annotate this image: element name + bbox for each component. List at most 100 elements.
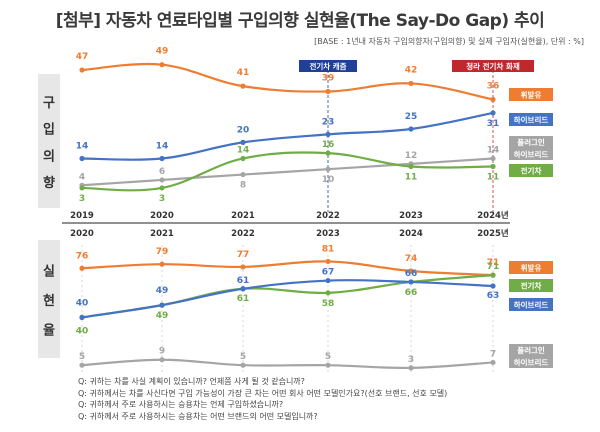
data-point [490, 283, 496, 289]
data-label: 10 [322, 175, 335, 185]
x-tick-label: 2023 [316, 229, 340, 239]
data-point [408, 268, 414, 274]
x-tick-label: 2024 [399, 229, 423, 239]
data-label: 11 [487, 173, 500, 183]
annotation-label: 전기차 캐즘 [309, 61, 346, 71]
data-point [159, 261, 165, 267]
data-point [240, 155, 246, 162]
data-point [408, 80, 414, 87]
data-label: 77 [237, 250, 250, 260]
legend-label: 휘발유 [521, 263, 542, 273]
data-point [79, 362, 85, 368]
data-label: 16 [322, 140, 335, 150]
section-label-box [38, 240, 60, 358]
data-point [159, 185, 165, 191]
annotation-box [452, 60, 534, 72]
data-label: 5 [240, 352, 246, 362]
x-tick-label: 2023 [399, 211, 423, 221]
data-point [79, 185, 85, 191]
data-label: 81 [322, 244, 335, 254]
survey-questions: Q: 귀하는 차를 사실 계획이 있습니까? 언제쯤 사게 될 것 같습니까? … [78, 376, 447, 422]
data-label: 14 [487, 145, 500, 155]
data-label: 7 [490, 349, 496, 359]
legend-label: 전기차 [521, 166, 542, 176]
legend-label: 하이브리드 [514, 115, 549, 125]
data-point [240, 139, 246, 145]
data-label: 40 [76, 298, 89, 308]
x-tick-label: 2022 [231, 229, 255, 239]
section-label-char: 실 [43, 264, 55, 280]
legend-box [509, 261, 553, 274]
data-label: 6 [159, 167, 165, 177]
data-point [325, 131, 331, 137]
annotation-box [299, 60, 357, 72]
data-label: 71 [487, 262, 500, 272]
x-tick-label: 2024년 [477, 210, 509, 221]
data-point [159, 177, 165, 183]
base-note: [BASE : 1년내 자동차 구입의향자(구입의향) 및 실제 구입자(실현율… [314, 37, 584, 46]
page-title: [첨부] 자동차 연료타입별 구입의향 실현율(The Say-Do Gap) … [55, 11, 545, 31]
question-note: Q: 귀하께서 주로 사용하시는 승용차는 어떤 브랜드의 어떤 모델입니까? [78, 411, 318, 421]
data-label: 63 [487, 291, 500, 301]
data-label: 5 [79, 352, 85, 362]
data-point [240, 264, 246, 270]
data-label: 14 [156, 141, 169, 151]
legend-label: 하이브리드 [514, 300, 549, 310]
section-label-char: 입 [43, 123, 55, 138]
series-line [81, 279, 494, 319]
series-line [81, 358, 494, 370]
x-tick-label: 2021 [231, 211, 255, 221]
legend-box [509, 279, 553, 292]
annotation-label: 청라 전기차 화재 [466, 61, 520, 71]
legend-box [509, 344, 553, 368]
data-point [79, 314, 85, 321]
data-point [159, 155, 165, 162]
data-label: 39 [322, 73, 335, 83]
data-label: 76 [76, 251, 89, 261]
data-label: 14 [76, 141, 89, 151]
data-label: 11 [405, 173, 418, 183]
legend-box [509, 88, 553, 101]
data-label: 66 [405, 288, 418, 298]
data-point [325, 150, 331, 156]
section-label-char: 구 [43, 96, 55, 111]
data-label: 3 [408, 355, 414, 365]
data-point [408, 365, 414, 371]
data-point [79, 67, 85, 73]
legend-label: 플러그인 [517, 137, 545, 147]
legend-label: 플러그인 [517, 345, 545, 355]
x-tick-label: 2020 [70, 229, 94, 239]
data-point [408, 279, 414, 285]
data-point [490, 110, 496, 116]
legend-box [509, 298, 553, 311]
legend-label: 하이브리드 [514, 149, 549, 159]
data-point [325, 277, 331, 284]
legend-box [509, 113, 553, 126]
x-tick-label: 2019 [70, 211, 94, 221]
section-label-box [38, 74, 60, 208]
series-line [81, 62, 494, 101]
data-label: 31 [487, 119, 500, 129]
data-label: 61 [237, 276, 250, 286]
legend-box [509, 164, 553, 177]
legend-label: 하이브리드 [514, 357, 549, 367]
data-point [490, 359, 496, 366]
data-point [240, 286, 246, 292]
data-point [240, 362, 246, 368]
data-label: 47 [76, 52, 89, 62]
data-label: 4 [79, 172, 85, 182]
question-note: Q: 귀하는 차를 사실 계획이 있습니까? 언제쯤 사게 될 것 같습니까? [78, 377, 305, 386]
data-point [240, 83, 246, 89]
data-label: 20 [237, 125, 250, 135]
legend-label: 전기차 [521, 281, 542, 291]
data-label: 58 [322, 299, 335, 309]
data-point [325, 166, 331, 172]
data-point [490, 163, 496, 170]
data-label: 23 [322, 117, 335, 127]
section-label-char: 율 [43, 323, 55, 339]
data-label: 12 [405, 151, 418, 161]
data-label: 25 [405, 112, 418, 122]
data-point [79, 265, 85, 271]
series-line [81, 274, 494, 319]
